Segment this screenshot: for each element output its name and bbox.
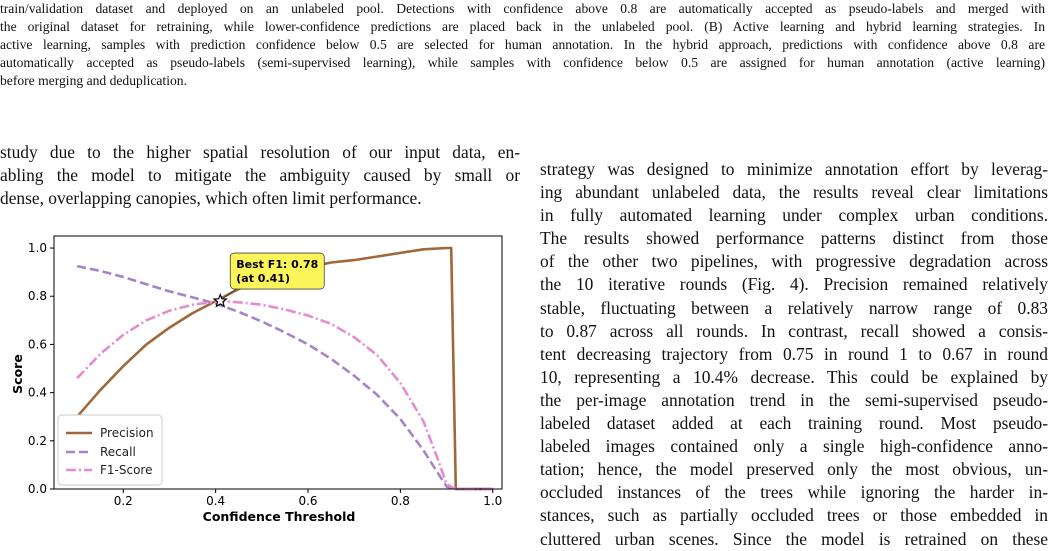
caption-line: train/validation dataset and deployed on… (0, 1, 1045, 16)
paragraph-line: dense, overlapping canopies, which often… (0, 188, 422, 208)
paragraph-line: the 10 iterative rounds (Fig. 4). Precis… (540, 274, 1048, 295)
paragraph-line: tent decreasing trajectory from 0.75 in … (540, 343, 1048, 364)
paragraph-line: strategy was designed to minimize annota… (540, 159, 1048, 179)
axes-frame (53, 235, 503, 490)
x-tick-label: 1.0 (483, 494, 502, 508)
x-tick-label: 0.8 (391, 494, 410, 508)
y-tick-label: 1.0 (28, 241, 47, 255)
paragraph-line: stances, such as partially occluded tree… (540, 505, 1048, 526)
annotation-label-line2: (at 0.41) (236, 272, 290, 285)
paragraph-line: the per-image annotation trend in the se… (540, 389, 1048, 410)
paragraph-line: study due to the higher spatial resoluti… (0, 142, 520, 162)
paragraph-line: labeled dataset added at each training r… (540, 413, 1048, 434)
series-line-recall (76, 264, 493, 491)
annotation-leader-line (223, 288, 237, 299)
right-column-paragraph: strategy was designed to minimize annota… (540, 158, 1048, 551)
legend-label-recall: Recall (100, 445, 136, 459)
paragraph-line: abling the model to mitigate the ambigui… (0, 165, 520, 185)
paragraph-line: labeled images contained only a single h… (540, 436, 1048, 457)
paragraph-line: 10, representing a 10.4% decrease. This … (540, 366, 1048, 387)
x-tick-label: 0.2 (114, 494, 133, 508)
paragraph-line: The results showed performance patterns … (540, 228, 1048, 249)
annotation-label-line1: Best F1: 0.78 (236, 258, 318, 271)
y-axis-label: Score (10, 354, 25, 394)
x-axis-label: Confidence Threshold (203, 509, 356, 524)
y-tick-label: 0.8 (28, 289, 47, 303)
chart-legend: Precision Recall F1-Score (57, 414, 163, 486)
paragraph-line: cluttered urban scenes. Since the model … (540, 528, 1048, 549)
paragraph-line: tation; hence, the model preserved only … (540, 459, 1048, 480)
caption-line: before merging and deduplication. (0, 73, 187, 88)
caption-line: active learning, samples with prediction… (0, 37, 1045, 52)
best-f1-star-marker (212, 292, 228, 308)
legend-label-precision: Precision (100, 426, 154, 440)
paragraph-line: ing abundant unlabeled data, the results… (540, 182, 1048, 203)
paragraph-line: to 0.87 across all rounds. In contrast, … (540, 320, 1048, 341)
chart-axes: 0.2 0.4 0.6 0.8 1.0 0.0 0.2 0.4 0.6 0.8 1.0 (28, 235, 503, 508)
paragraph-line: of the other two pipelines, with progres… (540, 251, 1048, 272)
legend-label-f1-score: F1-Score (100, 463, 152, 477)
paragraph-line: occluded instances of the trees while ig… (540, 482, 1048, 503)
annotation-box (229, 252, 325, 290)
paragraph-line: in fully automated learning under comple… (540, 205, 1048, 226)
threshold-chart-figure: 0.2 0.4 0.6 0.8 1.0 0.0 0.2 0.4 0.6 0.8 1.0 Best F… (0, 226, 520, 526)
threshold-chart: 0.2 0.4 0.6 0.8 1.0 0.0 0.2 0.4 0.6 0.8 1.0 Best F… (10, 235, 503, 524)
paragraph-line: stable, fluctuating between a relatively… (540, 297, 1048, 318)
caption-line: automatically accepted as pseudo-labels … (0, 55, 1045, 70)
y-tick-label: 0.6 (28, 337, 47, 351)
left-column-paragraph: study due to the higher spatial resoluti… (0, 141, 520, 210)
y-tick-label: 0.2 (28, 434, 47, 448)
best-f1-annotation: Best F1: 0.78 (at 0.41) (212, 252, 325, 308)
caption-line: the original dataset for retraining, whi… (0, 19, 1045, 34)
series-line-f1-score (76, 299, 493, 491)
x-tick-label: 0.6 (298, 494, 317, 508)
y-tick-label: 0.4 (28, 386, 47, 400)
x-tick-label: 0.4 (206, 494, 225, 508)
figure-caption: train/validation dataset and deployed on… (0, 0, 1045, 90)
y-tick-label: 0.0 (28, 482, 47, 496)
